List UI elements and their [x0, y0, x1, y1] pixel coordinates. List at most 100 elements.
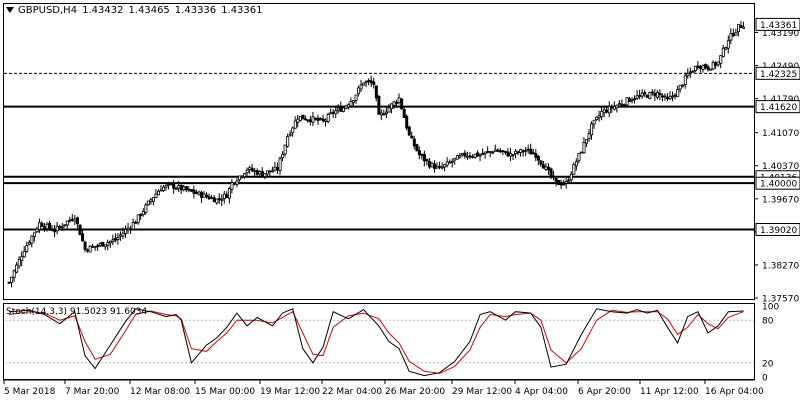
candle[interactable]: [683, 72, 687, 89]
candle[interactable]: [372, 77, 376, 89]
candle[interactable]: [364, 80, 368, 88]
candle[interactable]: [367, 78, 371, 86]
candle[interactable]: [567, 175, 571, 182]
candle[interactable]: [10, 276, 14, 288]
candle[interactable]: [197, 190, 201, 196]
candle[interactable]: [268, 170, 272, 177]
candle[interactable]: [65, 220, 69, 231]
candle[interactable]: [200, 190, 204, 204]
candle[interactable]: [349, 97, 353, 107]
candles[interactable]: [7, 21, 746, 288]
candle[interactable]: [655, 89, 659, 100]
candle[interactable]: [693, 65, 697, 73]
candle[interactable]: [661, 93, 665, 102]
stochastic-pane[interactable]: 100 80 20 0: [5, 303, 779, 384]
candle[interactable]: [174, 186, 178, 190]
candle[interactable]: [471, 154, 475, 159]
candle[interactable]: [144, 202, 148, 215]
candle[interactable]: [547, 163, 551, 175]
candle[interactable]: [617, 100, 621, 106]
candle[interactable]: [91, 243, 95, 248]
candle[interactable]: [157, 189, 161, 196]
candle[interactable]: [382, 109, 386, 116]
candle[interactable]: [286, 133, 290, 148]
candle[interactable]: [238, 175, 242, 182]
candle[interactable]: [516, 150, 520, 156]
candle[interactable]: [476, 150, 480, 158]
candle[interactable]: [263, 173, 267, 180]
candle[interactable]: [721, 45, 725, 58]
candle[interactable]: [134, 220, 138, 224]
candle[interactable]: [488, 150, 492, 158]
candle[interactable]: [326, 112, 330, 124]
candle[interactable]: [184, 185, 188, 193]
candle[interactable]: [230, 178, 234, 194]
candle[interactable]: [336, 104, 340, 114]
candle[interactable]: [506, 148, 510, 157]
candle[interactable]: [503, 150, 507, 155]
candle[interactable]: [463, 150, 467, 159]
candle[interactable]: [455, 154, 459, 160]
candle[interactable]: [509, 148, 513, 162]
candle[interactable]: [587, 129, 591, 142]
candle[interactable]: [529, 143, 533, 155]
candle[interactable]: [709, 68, 713, 71]
candle[interactable]: [493, 144, 497, 152]
candle[interactable]: [187, 186, 191, 193]
candle[interactable]: [653, 89, 657, 102]
candle[interactable]: [719, 55, 723, 69]
candle[interactable]: [648, 91, 652, 100]
candle[interactable]: [630, 96, 634, 104]
candle[interactable]: [663, 93, 667, 101]
candle[interactable]: [478, 153, 482, 162]
candle[interactable]: [554, 177, 558, 187]
candle[interactable]: [633, 95, 637, 104]
candle[interactable]: [40, 220, 44, 228]
candle[interactable]: [597, 110, 601, 122]
candle[interactable]: [70, 214, 74, 222]
candle[interactable]: [43, 222, 47, 232]
candle[interactable]: [671, 91, 675, 102]
candle[interactable]: [124, 225, 128, 238]
candle[interactable]: [48, 220, 52, 231]
candle[interactable]: [544, 163, 548, 171]
candle[interactable]: [164, 184, 168, 191]
candle[interactable]: [526, 144, 530, 154]
candle[interactable]: [352, 100, 356, 106]
candle[interactable]: [742, 21, 746, 29]
candle[interactable]: [640, 89, 644, 100]
candle[interactable]: [425, 158, 429, 166]
candle[interactable]: [53, 224, 57, 238]
candle[interactable]: [55, 222, 59, 235]
candle[interactable]: [643, 89, 647, 98]
candle[interactable]: [22, 246, 26, 258]
candle[interactable]: [222, 190, 226, 204]
candle[interactable]: [590, 121, 594, 140]
candle[interactable]: [25, 241, 29, 253]
candle[interactable]: [329, 108, 333, 115]
candle[interactable]: [666, 93, 670, 102]
candle[interactable]: [686, 68, 690, 79]
candle[interactable]: [486, 146, 490, 154]
candle[interactable]: [12, 269, 16, 282]
candle[interactable]: [37, 218, 41, 234]
candle[interactable]: [63, 224, 67, 228]
candle[interactable]: [260, 167, 264, 177]
candle[interactable]: [706, 64, 710, 72]
candle[interactable]: [162, 185, 166, 192]
candle[interactable]: [172, 179, 176, 194]
candle[interactable]: [253, 168, 257, 176]
candle[interactable]: [179, 184, 183, 194]
candle[interactable]: [714, 60, 718, 69]
candle[interactable]: [496, 148, 500, 153]
candle[interactable]: [701, 64, 705, 73]
candle[interactable]: [225, 191, 229, 199]
candle[interactable]: [390, 103, 394, 114]
stoch-signal-line[interactable]: [8, 309, 744, 374]
candle[interactable]: [169, 183, 173, 186]
candle[interactable]: [146, 200, 150, 206]
candle[interactable]: [68, 216, 72, 223]
candle[interactable]: [688, 67, 692, 78]
candle[interactable]: [678, 84, 682, 93]
candle[interactable]: [711, 60, 715, 71]
